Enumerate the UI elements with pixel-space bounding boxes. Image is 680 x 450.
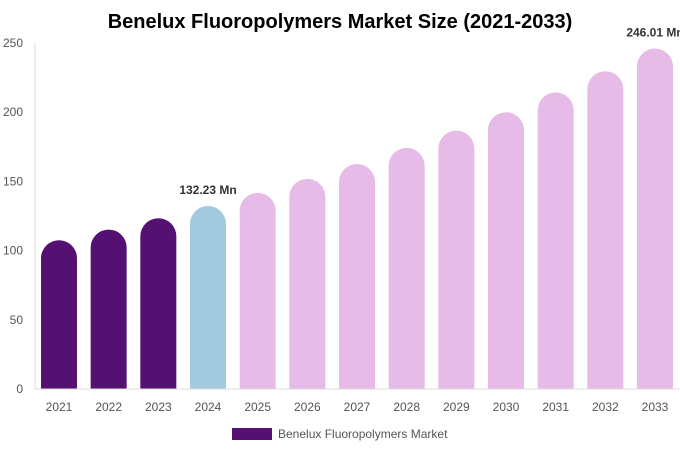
chart-title: Benelux Fluoropolymers Market Size (2021… xyxy=(108,11,573,33)
bar-2033[interactable] xyxy=(637,48,673,390)
x-tick-label: 2032 xyxy=(592,400,619,414)
bars xyxy=(41,48,673,390)
bar-2024[interactable] xyxy=(190,205,226,389)
bar-2028[interactable] xyxy=(388,147,425,389)
bar-2021[interactable] xyxy=(41,240,77,389)
x-tick-label: 2021 xyxy=(46,400,73,414)
x-tick-label: 2025 xyxy=(244,400,271,414)
x-tick-label: 2028 xyxy=(393,400,420,414)
x-tick-label: 2023 xyxy=(145,400,172,414)
x-tick-label: 2029 xyxy=(443,400,470,414)
x-axis: 2021 2022 2023 2024 2025 2026 2027 2028 2029 2030… xyxy=(35,388,680,414)
legend-label: Benelux Fluoropolymers Market xyxy=(278,427,448,441)
bar-2031[interactable] xyxy=(537,92,574,389)
y-tick-label: 100 xyxy=(3,244,23,258)
bar-2030[interactable] xyxy=(488,112,524,389)
y-tick-label: 200 xyxy=(3,105,23,119)
x-tick-label: 2026 xyxy=(294,400,321,414)
x-tick-label: 2024 xyxy=(195,400,222,414)
x-tick-label: 2022 xyxy=(95,400,122,414)
legend-swatch xyxy=(232,428,272,440)
bar-2025[interactable] xyxy=(239,192,276,389)
bar-2026[interactable] xyxy=(289,178,326,389)
bar-2027[interactable] xyxy=(339,163,375,389)
x-tick-label: 2031 xyxy=(542,400,569,414)
bar-2022[interactable] xyxy=(90,229,127,389)
y-tick-label: 250 xyxy=(3,36,23,50)
y-tick-label: 150 xyxy=(3,174,23,188)
x-tick-label: 2027 xyxy=(344,400,371,414)
x-tick-label: 2033 xyxy=(642,400,669,414)
y-axis: 0 50 100 150 200 250 xyxy=(3,36,36,396)
bar-2032[interactable] xyxy=(587,71,624,390)
legend[interactable]: Benelux Fluoropolymers Market xyxy=(232,427,448,441)
x-tick-label: 2030 xyxy=(493,400,520,414)
y-tick-label: 0 xyxy=(16,382,23,396)
y-tick-label: 50 xyxy=(10,313,24,327)
bar-2023[interactable] xyxy=(140,218,177,389)
data-label-2024: 132.23 Mn xyxy=(179,183,236,197)
data-labels: 132.23 Mn 246.01 Mn xyxy=(179,26,680,197)
bar-2029[interactable] xyxy=(438,130,475,389)
data-label-2033: 246.01 Mn xyxy=(626,26,680,40)
